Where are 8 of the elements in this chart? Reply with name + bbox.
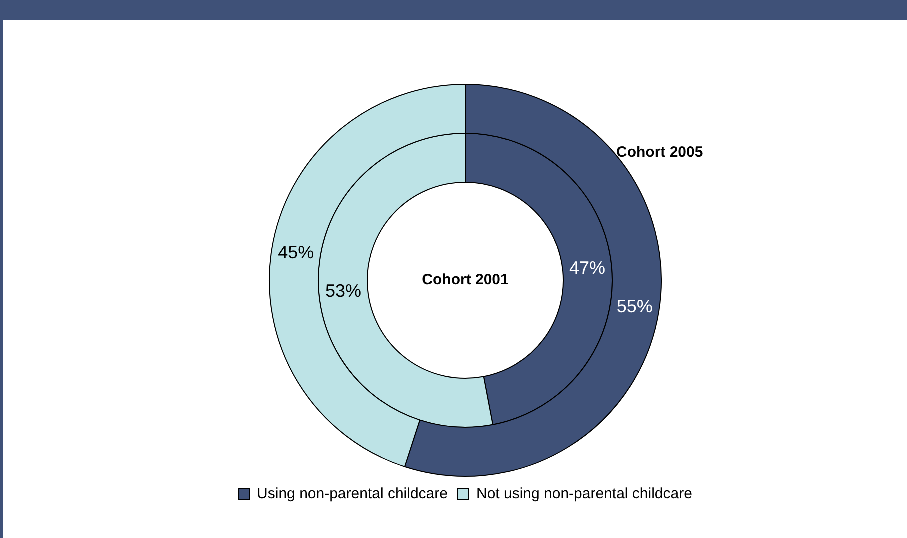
data-label: 47% (569, 258, 606, 278)
legend-label: Using non-parental childcare (257, 486, 448, 503)
legend-label: Not using non-parental childcare (476, 486, 692, 503)
slice-label: Cohort 2005 (616, 144, 704, 162)
data-label: 55% (616, 296, 653, 316)
data-label: 45% (278, 242, 314, 263)
data-label: 53% (326, 280, 362, 301)
slice-label: Cohort 2001 (422, 272, 509, 289)
